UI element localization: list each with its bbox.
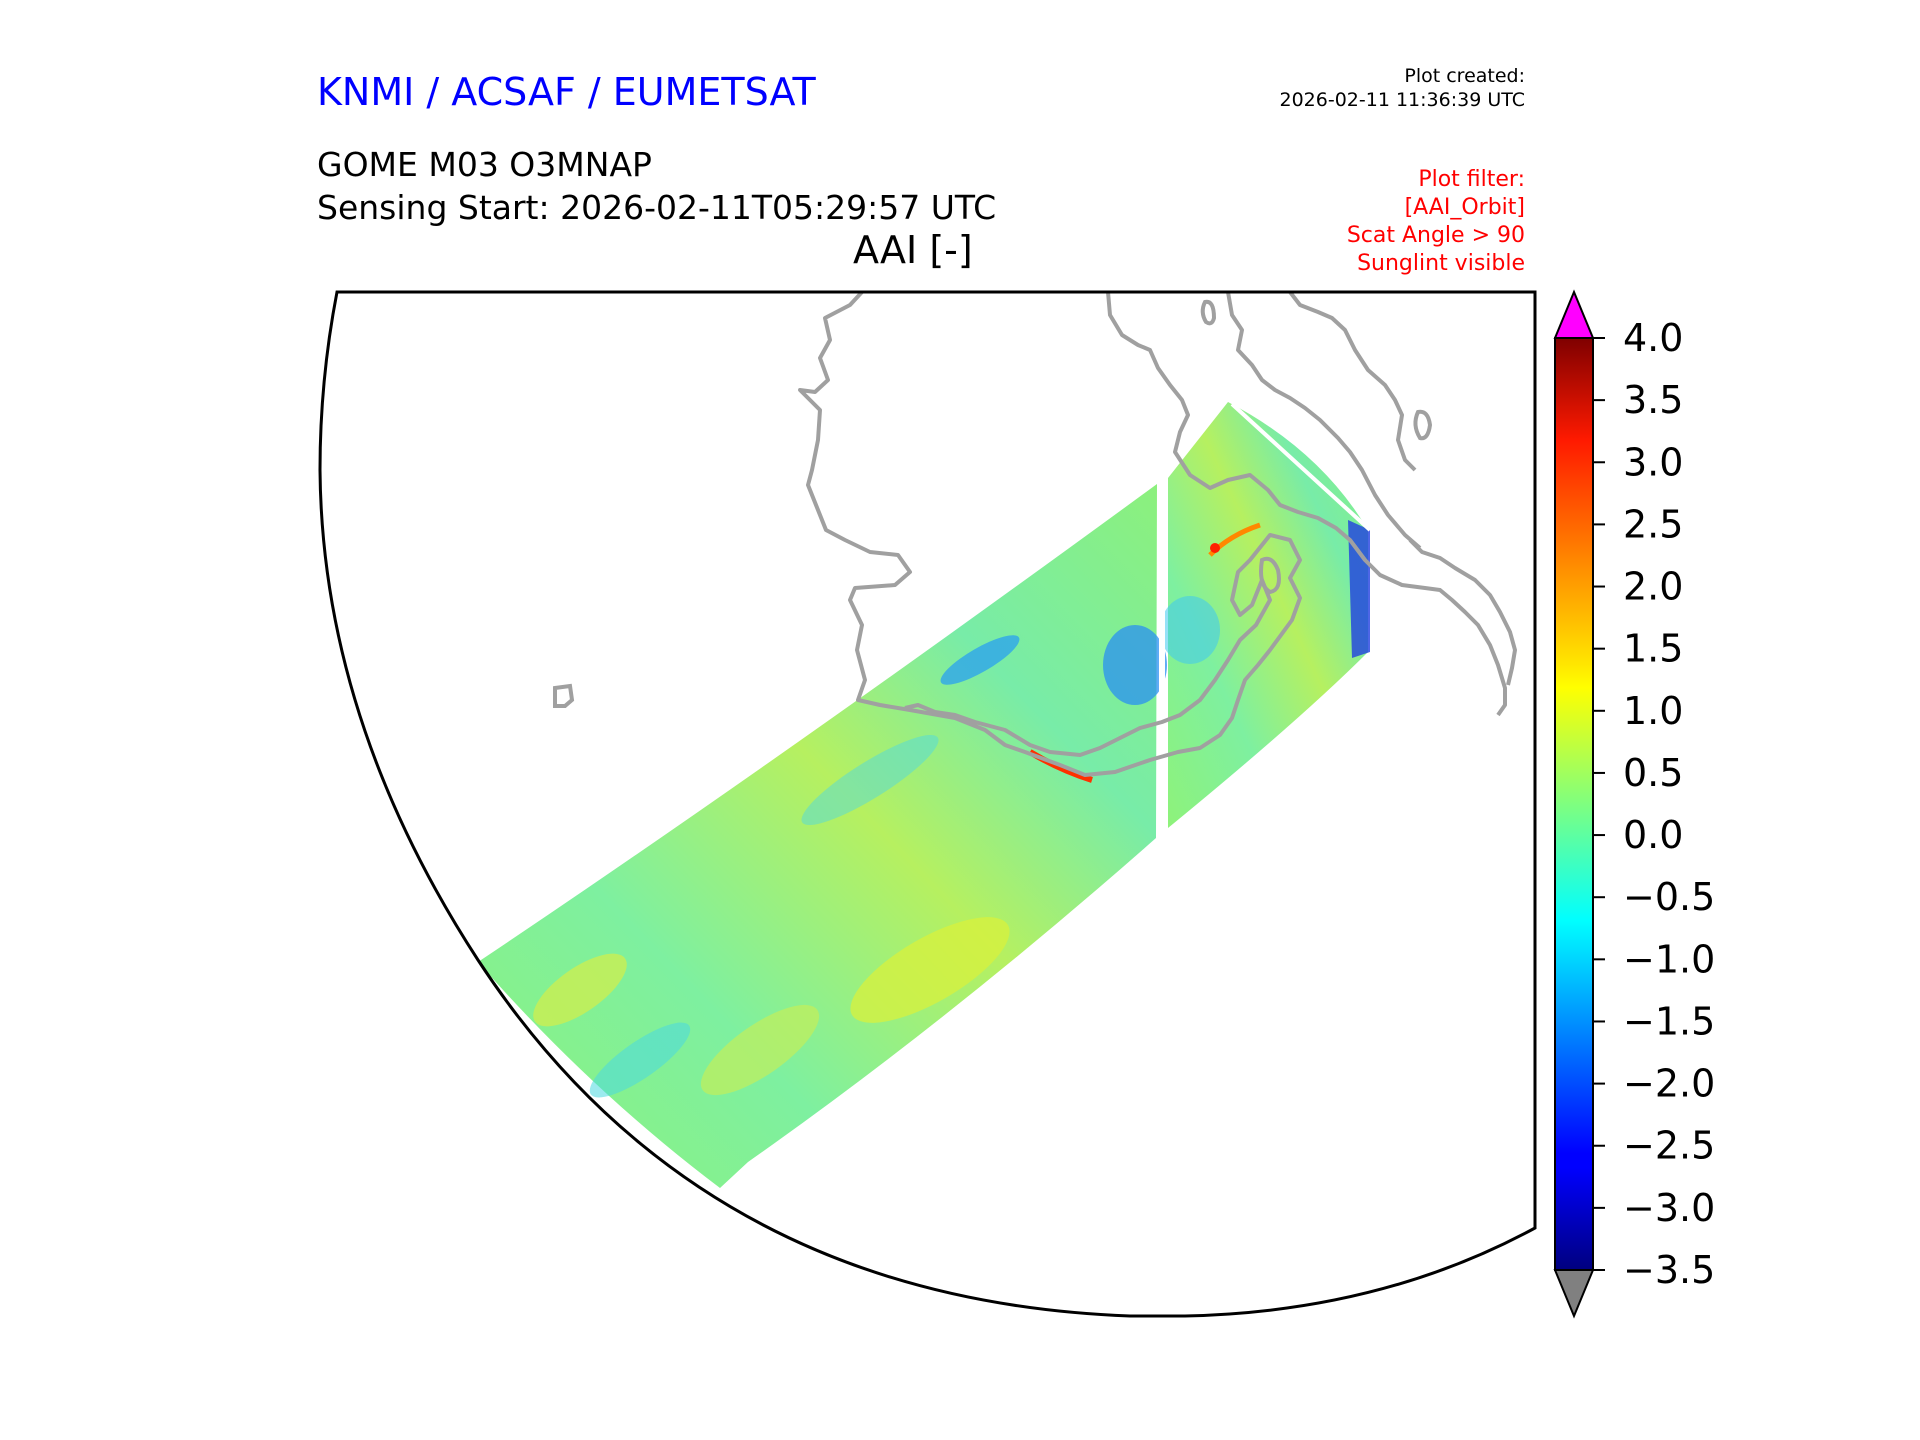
variable-title: AAI [-] xyxy=(853,228,973,272)
colorbar-tick-label: −3.0 xyxy=(1623,1186,1715,1230)
coastline-lake xyxy=(1413,409,1433,441)
colorbar-tick-label: 1.0 xyxy=(1623,689,1683,733)
colorbar-ticks: 4.0 3.5 3.0 2.5 2.0 1.5 1.0 0.5 0.0 −0.5 −1.0 −1.5 −… xyxy=(1593,316,1715,1292)
colorbar: 4.0 3.5 3.0 2.5 2.0 1.5 1.0 0.5 0.0 −0.5 −1.0 −1.5 −… xyxy=(1553,289,1715,1319)
swath-segment-east xyxy=(1168,402,1368,828)
organization-title: KNMI / ACSAF / EUMETSAT xyxy=(317,70,816,114)
aai-patch-blue xyxy=(940,635,1020,685)
plot-filter-scat-angle: Scat Angle > 90 xyxy=(1346,223,1525,248)
colorbar-tick-label: 1.5 xyxy=(1623,627,1683,671)
coastline-alaska xyxy=(798,292,1302,777)
colorbar-tick-label: 0.0 xyxy=(1623,813,1683,857)
coastline-lake xyxy=(1200,299,1217,326)
colorbar-tick-label: 3.0 xyxy=(1623,440,1683,484)
colorbar-tick-label: 4.0 xyxy=(1623,316,1683,360)
product-title: GOME M03 O3MNAP xyxy=(317,145,652,184)
colorbar-tick-label: 0.5 xyxy=(1623,751,1683,795)
coastline-small-island xyxy=(553,683,575,708)
plot-created-time: 2026-02-11 11:36:39 UTC xyxy=(1279,89,1526,111)
coastline-island-north xyxy=(1288,292,1417,472)
aai-patch-yellow xyxy=(850,917,1010,1023)
colorbar-tick-label: −2.0 xyxy=(1623,1062,1715,1106)
coastline-canada xyxy=(1106,292,1507,717)
colorbar-tick-label: 2.0 xyxy=(1623,565,1683,609)
colorbar-tick-label: −2.5 xyxy=(1623,1124,1715,1168)
plot-created-label: Plot created: xyxy=(1404,65,1525,87)
aai-edge-blue xyxy=(1348,520,1370,658)
aai-patch-cyan xyxy=(1160,596,1220,664)
colorbar-tick-label: 2.5 xyxy=(1623,502,1683,546)
colorbar-body xyxy=(1554,337,1594,1271)
coastline-hudson xyxy=(1408,538,1517,686)
aai-patch-blue xyxy=(1103,625,1167,705)
aai-patch-cyan xyxy=(801,734,939,826)
plot-filter-sunglint: Sunglint visible xyxy=(1357,251,1525,276)
aai-hotspot-red xyxy=(1210,543,1220,553)
colorbar-tick-label: −0.5 xyxy=(1623,875,1715,919)
colorbar-tick-label: −3.5 xyxy=(1623,1248,1715,1292)
colorbar-tick-label: −1.0 xyxy=(1623,937,1715,981)
colorbar-under-triangle xyxy=(1553,1269,1595,1319)
sensing-start: Sensing Start: 2026-02-11T05:29:57 UTC xyxy=(317,188,997,227)
aai-patch-yellow xyxy=(700,1004,820,1096)
aai-patch-yellow xyxy=(533,953,627,1027)
coastline-arctic xyxy=(1226,292,1422,550)
plot-filter-orbit: [AAI_Orbit] xyxy=(1404,195,1525,220)
swath-gap xyxy=(1230,402,1372,532)
colorbar-over-triangle xyxy=(1553,289,1595,339)
aai-patch-cyan xyxy=(589,1022,691,1098)
colorbar-tick-label: −1.5 xyxy=(1623,999,1715,1043)
colorbar-tick-label: 3.5 xyxy=(1623,378,1683,422)
coastline-lake xyxy=(1259,556,1281,595)
plot-filter-label: Plot filter: xyxy=(1418,167,1525,192)
map-frame xyxy=(318,290,1537,1318)
